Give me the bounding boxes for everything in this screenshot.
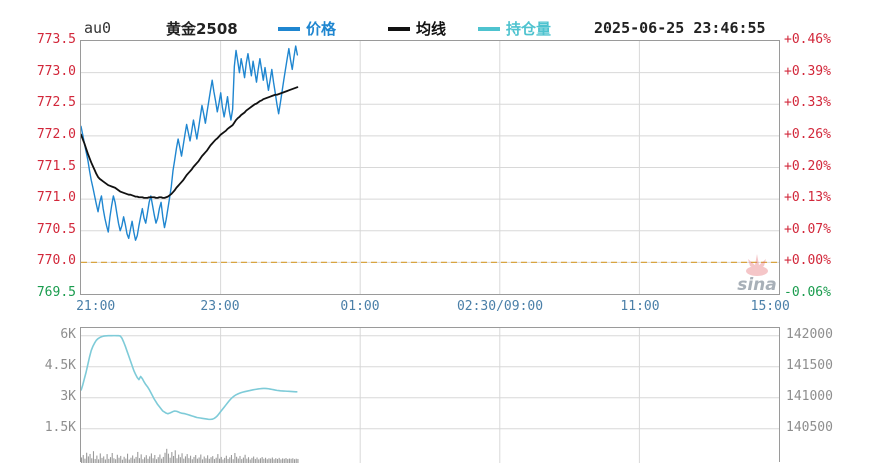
openinterest-y-tick-right: 140500 [786,420,833,435]
chart-header: au0 黄金2508 价格 均线 持仓量 2025-06-25 23:46:55 [0,18,879,40]
price-y-tick-right: -0.06% [784,285,831,300]
price-y-tick-left: 771.0 [6,190,76,205]
price-x-tick: 01:00 [340,299,379,314]
legend-label-ma: 均线 [416,18,446,39]
price-y-tick-left: 769.5 [6,285,76,300]
quote-timestamp: 2025-06-25 23:46:55 [594,19,766,37]
price-y-tick-left: 773.5 [6,32,76,47]
price-y-tick-right: +0.13% [784,190,831,205]
price-y-tick-right: +0.07% [784,222,831,237]
contract-code: au0 [84,19,111,37]
price-y-tick-right: +0.20% [784,159,831,174]
openinterest-y-tick-right: 141000 [786,389,833,404]
price-x-tick: 23:00 [200,299,239,314]
volume-y-tick-left: 6K [6,327,76,342]
price-x-tick: 21:00 [76,299,115,314]
price-y-tick-left: 773.0 [6,64,76,79]
openinterest-y-tick-right: 142000 [786,327,833,342]
price-y-tick-right: +0.39% [784,64,831,79]
openinterest-y-tick-right: 141500 [786,358,833,373]
price-chart-svg [81,41,779,294]
legend-label-price: 价格 [306,18,336,39]
price-y-tick-right: +0.00% [784,253,831,268]
volume-y-tick-left: 3K [6,389,76,404]
legend-swatch-price [278,27,300,31]
volume-y-tick-left: 4.5K [6,358,76,373]
price-y-tick-left: 772.0 [6,127,76,142]
legend-label-open-interest: 持仓量 [506,18,551,39]
legend-swatch-ma [388,27,410,31]
price-chart-plot-area [80,40,780,295]
price-y-tick-left: 770.0 [6,253,76,268]
sina-watermark: sina [726,252,788,296]
price-y-tick-left: 770.5 [6,222,76,237]
contract-name: 黄金2508 [166,18,238,39]
price-y-tick-right: +0.33% [784,95,831,110]
volume-chart-svg [81,328,779,463]
price-y-tick-left: 772.5 [6,95,76,110]
price-x-tick: 11:00 [620,299,659,314]
svg-text:sina: sina [737,275,777,295]
legend-swatch-open-interest [478,27,500,31]
volume-openinterest-plot-area [80,327,780,462]
price-x-tick: 02:30/09:00 [457,299,543,314]
price-y-tick-left: 771.5 [6,159,76,174]
price-y-tick-right: +0.26% [784,127,831,142]
volume-y-tick-left: 1.5K [6,420,76,435]
price-x-tick: 15:00 [751,299,790,314]
price-y-tick-right: +0.46% [784,32,831,47]
